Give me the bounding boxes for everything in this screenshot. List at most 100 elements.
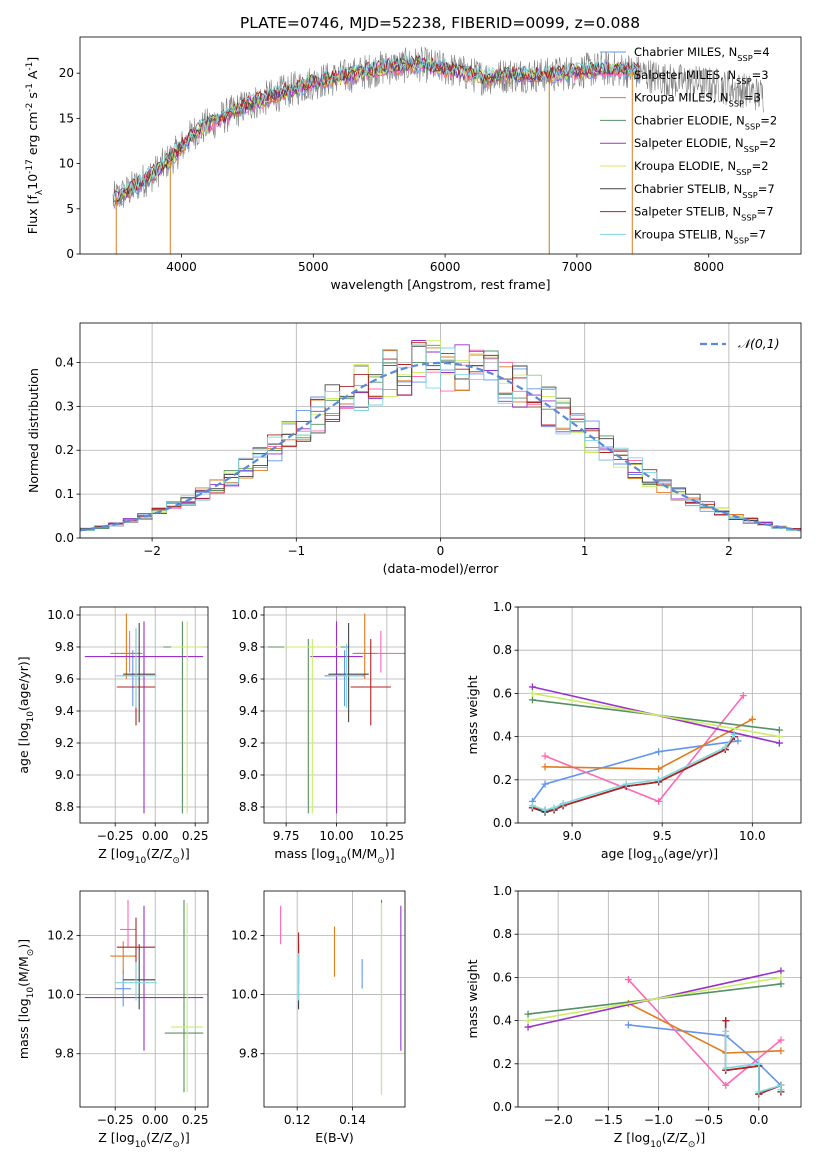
errorbar-point (84, 621, 204, 814)
y-tick-label: 10.0 (231, 988, 258, 1002)
legend-label: Kroupa STELIB, NSSP=7 (634, 227, 766, 245)
plot-area-mass-vs-Z (84, 899, 204, 1093)
axes-frame (517, 890, 802, 1108)
x-tick-label: −0.5 (694, 1113, 723, 1127)
errorbar-point (123, 944, 156, 1010)
weight-series (528, 730, 738, 814)
y-tick-label: 0.3 (55, 399, 74, 413)
plot-area-mass-vs-ebv (280, 899, 402, 1096)
weight-series (528, 689, 783, 741)
x-axis-label: Z [log10(Z/Z⊙)] (614, 1130, 705, 1150)
weight-marker (777, 967, 785, 975)
legend-label: Salpeter MILES, NSSP=3 (634, 68, 769, 86)
y-tick-label: 9.8 (55, 1047, 74, 1061)
weight-series (722, 1017, 785, 1098)
weight-marker (730, 730, 738, 738)
x-tick-label: 0.25 (182, 829, 209, 843)
errorbar-point (115, 970, 132, 1007)
y-axis-label: mass weight (465, 675, 480, 754)
y-tick-label: 0 (66, 247, 74, 261)
y-tick-label: 0.6 (493, 970, 512, 984)
errorbar-point (310, 621, 363, 814)
axes-frame (263, 890, 406, 1108)
x-tick-label: 0.12 (284, 1113, 311, 1127)
weight-series (624, 1021, 785, 1089)
weight-marker (528, 802, 536, 810)
weight-line (724, 1020, 782, 1096)
weight-marker (775, 733, 783, 741)
y-tick-label: 0.8 (493, 927, 512, 941)
plot-area-spectrum (112, 46, 765, 254)
figure-title: PLATE=0746, MJD=52238, FIBERID=0099, z=0… (240, 14, 640, 32)
errorbar-point (171, 621, 204, 814)
x-tick-label: 10.0 (739, 829, 766, 843)
y-tick-label: 0.6 (493, 686, 512, 700)
x-tick-label: 6000 (430, 260, 461, 274)
plot-area-age-vs-Z (84, 613, 204, 814)
weight-marker (541, 806, 549, 814)
y-tick-label: 0.2 (55, 443, 74, 457)
legend-label: Kroupa ELODIE, NSSP=2 (634, 159, 769, 177)
weight-marker (777, 1047, 785, 1055)
x-axis-label: mass [log10(M/M⊙)] (274, 846, 394, 866)
weight-marker (524, 1010, 532, 1018)
y-tick-label: 9.4 (55, 704, 74, 718)
panel-residuals: −2 −1 0 1 2 0.0 0.1 0.2 0.3 0.4 (data-model)/error… (26, 322, 802, 576)
weight-series (624, 999, 785, 1057)
weight-marker (722, 1081, 730, 1089)
weight-line (527, 976, 782, 1022)
legend-label: Kroupa MILES, NSSP=3 (634, 91, 761, 109)
y-tick-label: 0.0 (493, 1100, 512, 1114)
panel-mass-vs-Z: −0.25 0.00 0.25 9.8 10.0 10.2 Z [log10(Z/Z⊙)] m… (16, 890, 209, 1150)
panel-age-vs-Z: −0.25 0.00 0.25 8.8 9.0 9.2 9.4 9.6 9.8 10.0 Z [lo… (16, 606, 209, 866)
weight-series (541, 692, 747, 805)
x-tick-label: 0.00 (142, 1113, 169, 1127)
weight-marker (777, 973, 785, 981)
legend-label: Salpeter ELODIE, NSSP=2 (634, 136, 776, 154)
y-tick-label: 1.0 (493, 600, 512, 614)
y-tick-label: 10.0 (47, 608, 74, 622)
weight-line (532, 692, 780, 738)
weight-marker (755, 1088, 763, 1096)
weight-marker (624, 1021, 632, 1029)
weight-marker (541, 752, 549, 760)
errorbar-point (356, 631, 405, 673)
y-tick-label: 20 (59, 66, 74, 80)
weight-marker (748, 715, 756, 723)
errorbar-point (350, 639, 391, 726)
x-tick-label: 0 (437, 544, 445, 558)
weight-marker (655, 776, 663, 784)
weight-series (624, 976, 785, 1089)
errorbar-point (123, 623, 156, 723)
legend-label: Chabrier ELODIE, NSSP=2 (634, 113, 777, 131)
model-spectrum-line (114, 54, 640, 197)
y-axis-label: Flux [fλ10-17 erg cm-2 s-1 A-1] (25, 57, 45, 235)
weight-series (528, 737, 742, 805)
weight-marker (722, 1027, 730, 1035)
y-tick-label: 8.8 (55, 800, 74, 814)
weight-marker (655, 797, 663, 805)
errorbar-point (84, 905, 204, 1051)
x-tick-label: −1.0 (644, 1113, 673, 1127)
x-axis-label: (data-model)/error (383, 561, 500, 576)
legend-label: 𝒩(0,1) (738, 336, 780, 351)
y-tick-label: 5 (66, 202, 74, 216)
plot-area-residuals (80, 340, 801, 538)
x-tick-label: 8000 (693, 260, 724, 274)
weight-marker (550, 804, 558, 812)
model-spectrum-line (113, 56, 640, 201)
x-axis-label: age [log10(age/yr)] (601, 846, 718, 866)
x-tick-label: 1 (581, 544, 589, 558)
weight-marker (777, 1086, 785, 1094)
errorbar-point (120, 899, 136, 948)
weight-marker (528, 689, 536, 697)
x-tick-label: 0.00 (142, 829, 169, 843)
weight-marker (777, 1036, 785, 1044)
errorbar-point (328, 623, 369, 723)
x-tick-label: 0.25 (182, 1113, 209, 1127)
y-tick-label: 9.8 (55, 640, 74, 654)
axes-frame (79, 36, 802, 255)
y-axis-label: mass [log10(M/M⊙)] (16, 939, 36, 1059)
y-tick-label: 9.2 (239, 736, 258, 750)
weight-marker (624, 976, 632, 984)
